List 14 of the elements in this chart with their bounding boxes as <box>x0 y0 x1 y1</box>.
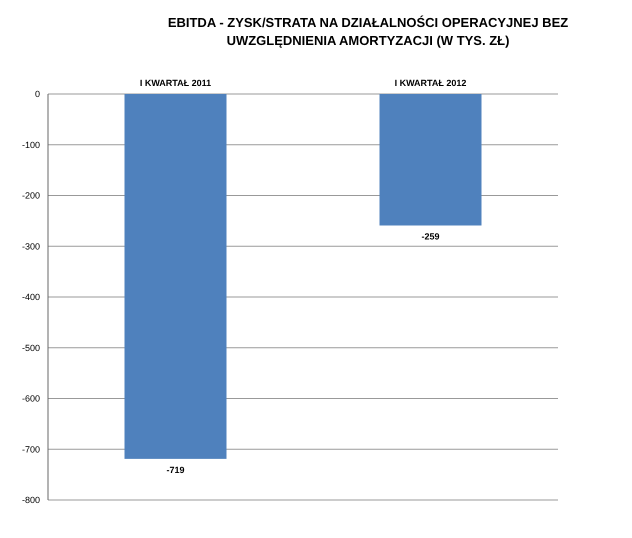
chart-title: EBITDA - ZYSK/STRATA NA DZIAŁALNOŚCI OPERACYJNEJ BEZ UWZGLĘDNIENIA AMORTYZACJI (W TYS. ZŁ) <box>166 14 570 50</box>
data-label: -719 <box>166 464 185 475</box>
x-tick-label: I KWARTAŁ 2011 <box>140 78 212 88</box>
x-tick-label: I KWARTAŁ 2012 <box>394 78 466 88</box>
y-tick-label: -400 <box>22 292 40 302</box>
data-label: -259 <box>421 231 440 242</box>
y-tick-label: -700 <box>22 444 40 454</box>
y-tick-label: -800 <box>22 495 40 506</box>
y-tick-label: -300 <box>22 241 40 252</box>
y-tick-label: -500 <box>22 342 40 353</box>
y-tick-label: -600 <box>22 394 40 404</box>
y-tick-label: -100 <box>22 140 40 150</box>
y-tick-label: -200 <box>22 190 40 201</box>
y-tick-label: 0 <box>34 89 40 100</box>
